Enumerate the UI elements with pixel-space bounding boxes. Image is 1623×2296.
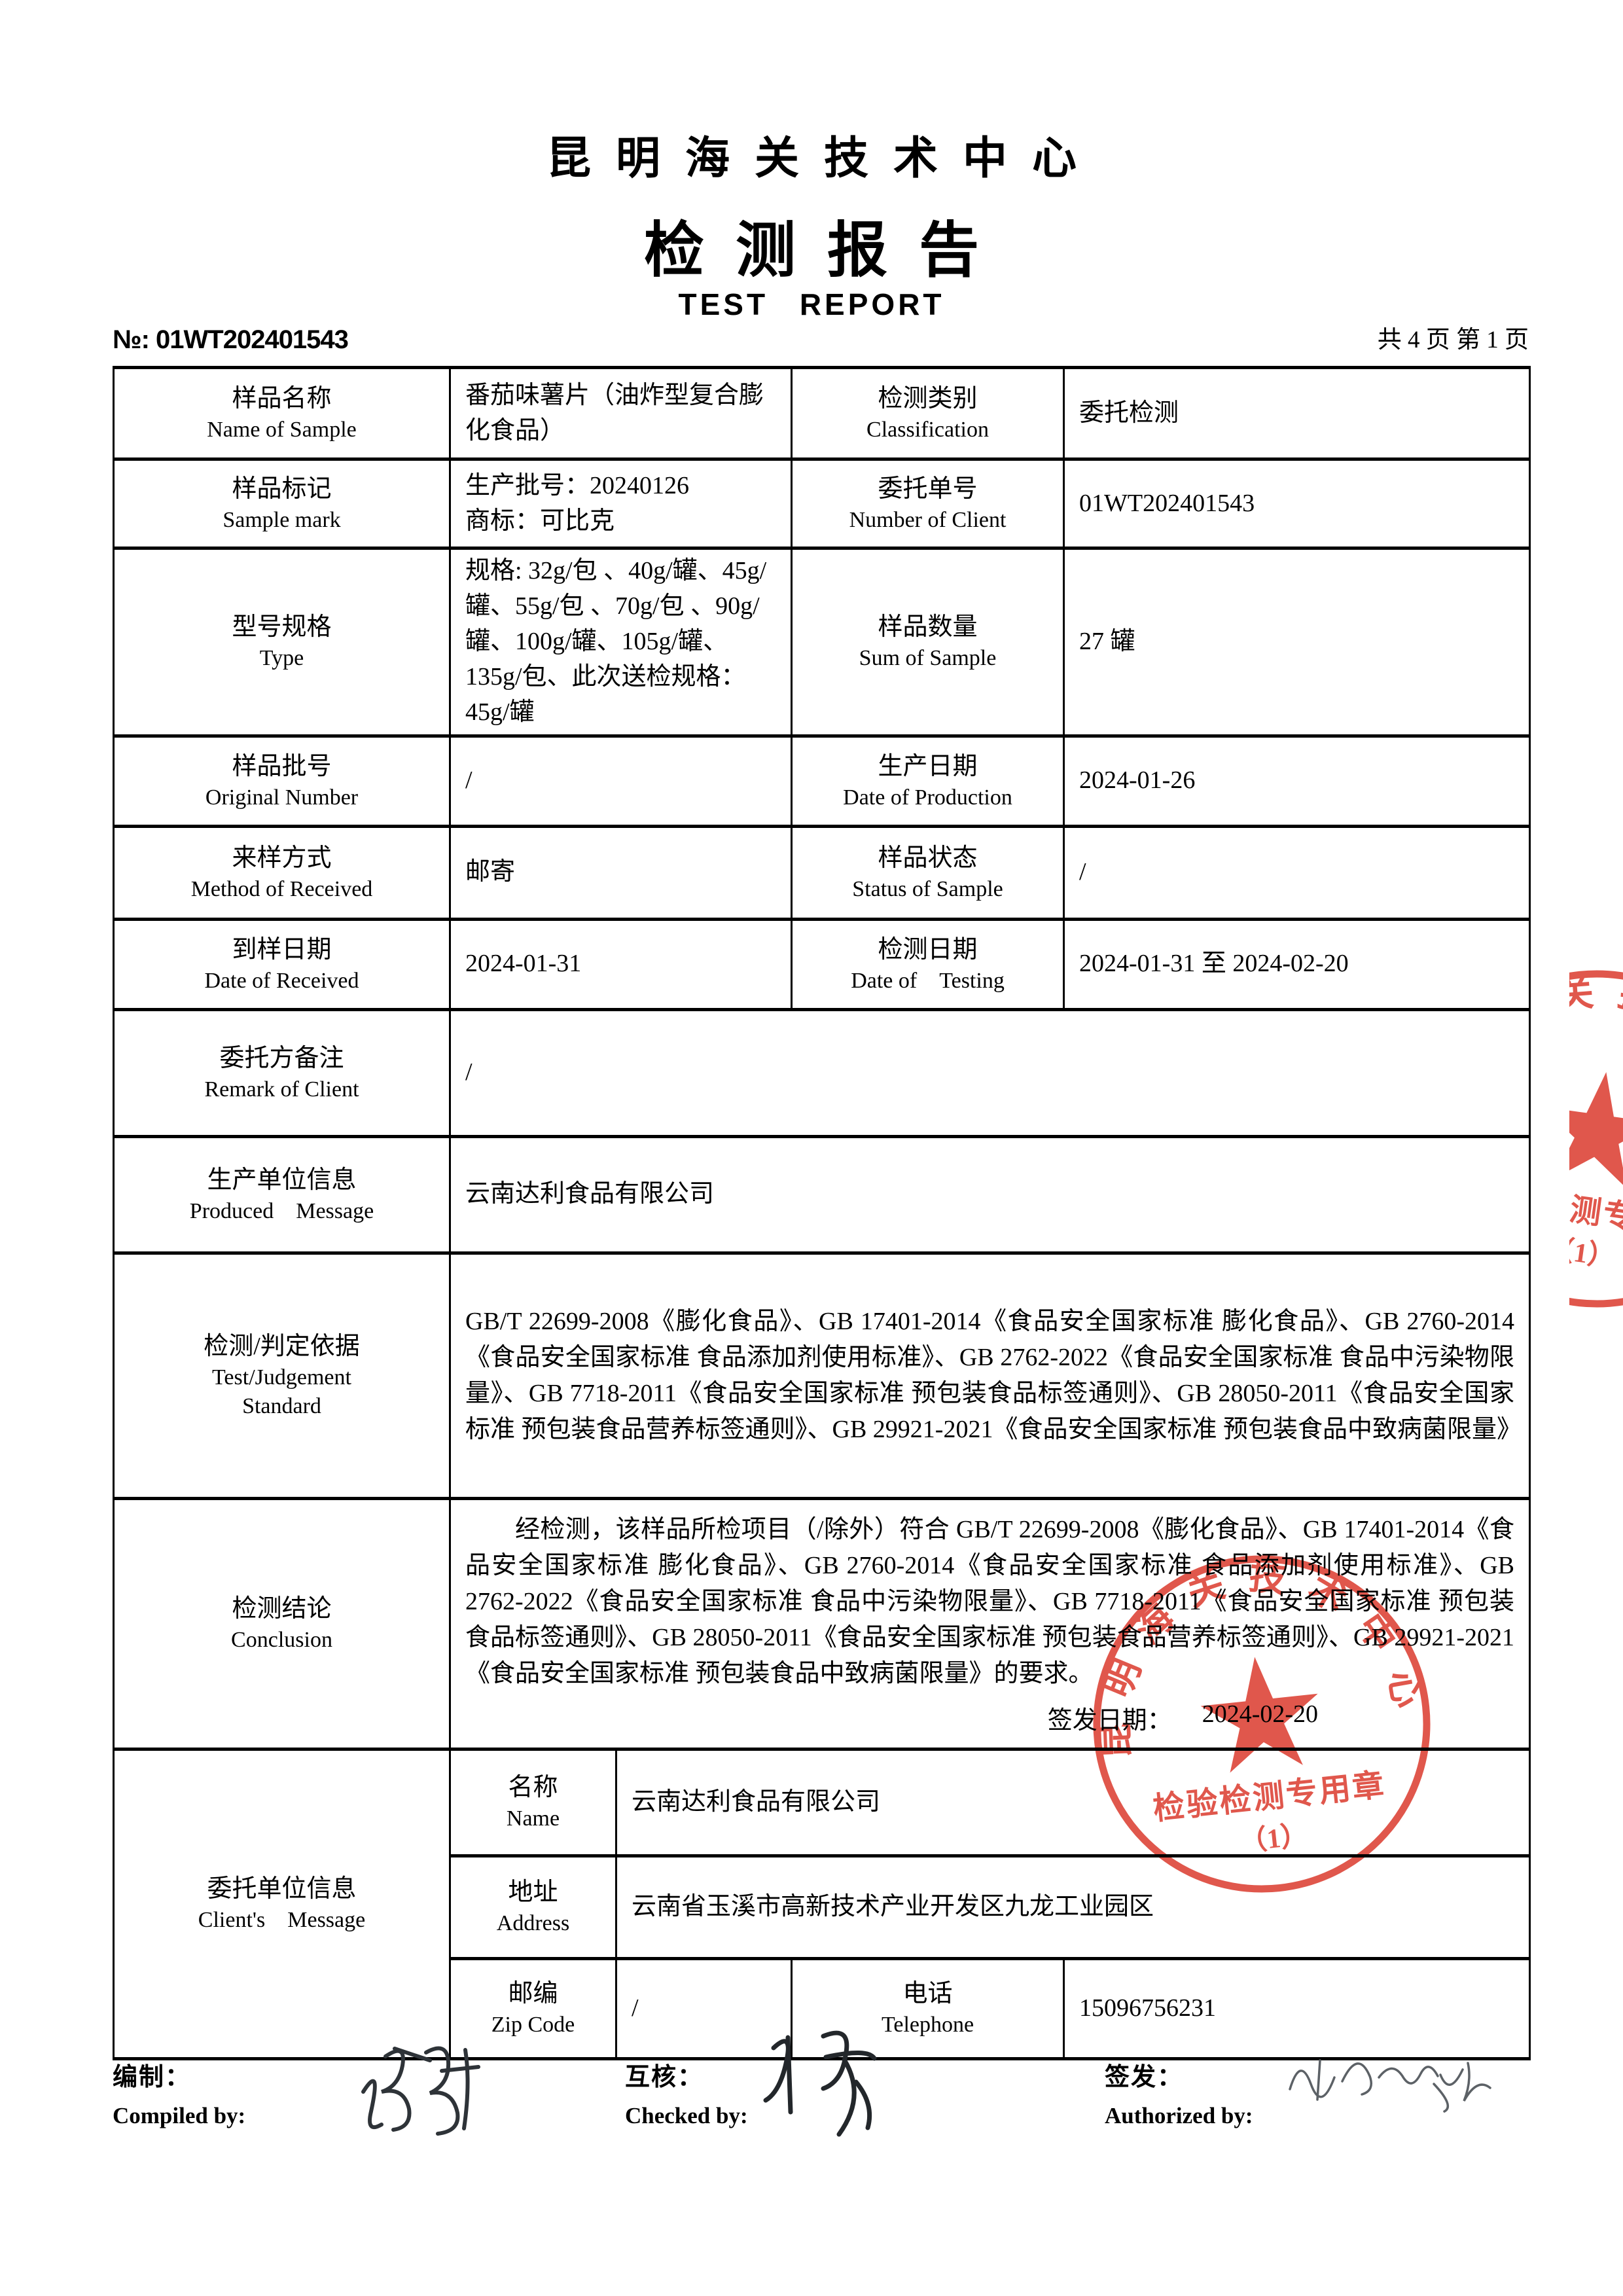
table-row: 委托方备注 Remark of Client / <box>113 1007 1531 1138</box>
table-row: 检测结论 Conclusion 经检测，该样品所检项目（/除外）符合 GB/T 2… <box>113 1496 1531 1751</box>
classification-label: 检测类别 Classification <box>791 366 1065 461</box>
star-icon <box>1569 1072 1623 1189</box>
client-number-value: 01WT202401543 <box>1063 457 1531 550</box>
telephone-label: 电话 Telephone <box>791 1956 1065 2060</box>
zip-code-label: 邮编 Zip Code <box>449 1956 617 2060</box>
client-address-label: 地址 Address <box>449 1854 617 1960</box>
sample-status-label: 样品状态 Status of Sample <box>791 824 1065 921</box>
client-address-value: 云南省玉溪市高新技术产业开发区九龙工业园区 <box>615 1854 1531 1960</box>
sample-status-value: / <box>1063 824 1531 921</box>
producer-info-label: 生产单位信息 Produced Message <box>113 1134 451 1255</box>
table-row: 邮编 Zip Code / 电话 Telephone 15096756231 <box>114 1956 1531 2060</box>
page-count: 共 4 页 第 1 页 <box>1377 327 1529 353</box>
table-row: 样品标记 Sample mark 生产批号：20240126 商标：可比克 委托单… <box>113 457 1531 550</box>
judgement-standard-value: GB/T 22699-2008《膨化食品》、GB 17401-2014《食品安全… <box>448 1251 1531 1500</box>
seal-ring <box>1569 970 1623 1308</box>
document-title: 检测报告 <box>643 217 1010 284</box>
org-title: 昆明海关技术中心 <box>546 134 1101 183</box>
table-row: 到样日期 Date of Received 2024-01-31 检测日期 Date… <box>113 917 1531 1011</box>
table-row: 地址 Address 云南省玉溪市高新技术产业开发区九龙工业园区 <box>114 1854 1531 1960</box>
receive-method-label: 来样方式 Method of Received <box>113 824 451 921</box>
type-label: 型号规格 Type <box>113 547 451 738</box>
document-title-en: TEST REPORT <box>678 287 945 321</box>
conclusion-label: 检测结论 Conclusion <box>113 1496 451 1751</box>
table-row: 样品名称 Name of Sample 番茄味薯片（油炸型复合膨化食品） 检测类别… <box>113 366 1531 461</box>
conclusion-value: 经检测，该样品所检项目（/除外）符合 GB/T 22699-2008《膨化食品》… <box>448 1496 1531 1751</box>
table-row: 委托单位信息 Client's Message 名称 Name 云南达利食品有限公司 <box>113 1747 1531 2060</box>
sample-mark-value: 生产批号：20240126 商标：可比克 <box>448 457 793 550</box>
sample-sum-label: 样品数量 Sum of Sample <box>791 547 1065 738</box>
signature-authorized <box>1289 2059 1491 2113</box>
production-date-value: 2024-01-26 <box>1063 734 1531 828</box>
client-remark-value: / <box>448 1007 1531 1138</box>
edge-seal-stamp: 昆明海关技术中心 检验检测专用章 （1） <box>1569 957 1623 1327</box>
seal-caption: 检验检测专用章 <box>1569 1177 1623 1245</box>
receive-date-value: 2024-01-31 <box>448 917 793 1011</box>
table-row: 生产单位信息 Produced Message 云南达利食品有限公司 <box>113 1134 1531 1255</box>
testing-date-label: 检测日期 Date of Testing <box>791 917 1065 1011</box>
table-row: 检测/判定依据 Test/Judgement Standard GB/T 22699… <box>113 1251 1531 1500</box>
sample-mark-label: 样品标记 Sample mark <box>113 457 451 550</box>
table-row: 样品批号 Original Number / 生产日期 Date of Produc… <box>113 734 1531 828</box>
client-remark-label: 委托方备注 Remark of Client <box>113 1007 451 1138</box>
client-number-label: 委托单号 Number of Client <box>791 457 1065 550</box>
producer-info-value: 云南达利食品有限公司 <box>448 1134 1531 1255</box>
original-number-value: / <box>448 734 793 828</box>
table-row: 型号规格 Type 规格: 32g/包 、40g/罐、45g/罐、55g/包 、7… <box>113 547 1531 738</box>
official-seal-stamp: 昆明海关技术中心 检验检测专用章 （1） <box>1079 1541 1431 1893</box>
seal-number: （1） <box>1569 1233 1617 1273</box>
sample-sum-value: 27 罐 <box>1063 547 1531 738</box>
seal-ring <box>1093 1555 1431 1893</box>
receive-date-label: 到样日期 Date of Received <box>113 917 451 1011</box>
checked-by-block: 互核： Checked by: <box>625 2064 748 2128</box>
zip-code-value: / <box>615 1956 793 2060</box>
signature-checked <box>763 2030 877 2137</box>
receive-method-value: 邮寄 <box>448 824 793 921</box>
issue-date-label: 签发日期： <box>1047 1707 1172 1734</box>
table-row: 来样方式 Method of Received 邮寄 样品状态 Status of … <box>113 824 1531 921</box>
authorized-by-block: 签发： Authorized by: <box>1105 2064 1253 2128</box>
report-info-table: 样品名称 Name of Sample 番茄味薯片（油炸型复合膨化食品） 检测类别… <box>113 366 1531 2060</box>
classification-value: 委托检测 <box>1063 366 1531 461</box>
telephone-value: 15096756231 <box>1063 1956 1531 2060</box>
sample-name-value: 番茄味薯片（油炸型复合膨化食品） <box>448 366 793 461</box>
meta-row: №: 01WT202401543 共 4 页 第 1 页 <box>113 319 1529 355</box>
seal-number: （1） <box>1238 1820 1310 1858</box>
client-info-label: 委托单位信息 Client's Message <box>113 1747 451 2060</box>
seal-caption: 检验检测专用章 <box>1151 1767 1387 1827</box>
report-number: №: 01WT202401543 <box>113 325 349 354</box>
sample-name-label: 样品名称 Name of Sample <box>113 366 451 461</box>
star-icon <box>1200 1657 1318 1773</box>
production-date-label: 生产日期 Date of Production <box>791 734 1065 828</box>
judgement-standard-label: 检测/判定依据 Test/Judgement Standard <box>113 1251 451 1500</box>
type-value: 规格: 32g/包 、40g/罐、45g/罐、55g/包 、70g/包 、90g… <box>448 547 793 738</box>
original-number-label: 样品批号 Original Number <box>113 734 451 828</box>
compiled-by-block: 编制： Compiled by: <box>113 2064 246 2128</box>
client-name-label: 名称 Name <box>449 1747 617 1857</box>
signature-compiled <box>361 2046 480 2136</box>
testing-date-value: 2024-01-31 至 2024-02-20 <box>1063 917 1531 1011</box>
